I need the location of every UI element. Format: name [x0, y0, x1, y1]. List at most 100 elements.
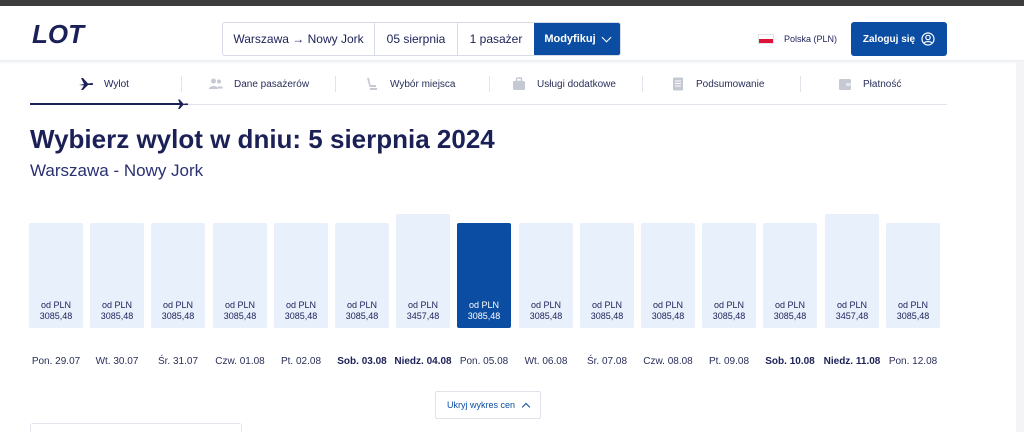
price-bar[interactable]: od PLN 3085,48: [886, 223, 940, 328]
price-bar[interactable]: od PLN 3085,48: [702, 223, 756, 328]
day-tick-label[interactable]: Sob. 03.08: [337, 356, 387, 367]
price-day-column: od PLN 3457,48 Niedz. 11.08: [824, 214, 880, 370]
price-day-column: od PLN 3085,48 Pon. 12.08: [886, 223, 940, 370]
step-divider: [800, 76, 801, 92]
price-bar[interactable]: od PLN 3085,48: [763, 223, 817, 328]
day-tick-label[interactable]: Pon. 12.08: [888, 356, 938, 367]
price-bar[interactable]: od PLN 3085,48: [29, 223, 83, 328]
day-tick-label[interactable]: Czw. 01.08: [215, 356, 265, 367]
step-label: Podsumowanie: [696, 78, 765, 90]
step-wybor-miejsca[interactable]: Wybór miejsca: [364, 72, 455, 96]
price-prefix-label: od PLN: [101, 300, 133, 310]
price-day-column: od PLN 3085,48 Sob. 10.08: [763, 223, 817, 370]
language-selector[interactable]: Polska (PLN): [758, 32, 837, 46]
seat-icon: [364, 76, 380, 92]
header-shadow: [0, 60, 1024, 64]
step-label: Płatność: [863, 78, 902, 90]
page-subtitle: Warszawa - Nowy Jork: [30, 161, 204, 180]
login-label: Zaloguj się: [862, 33, 916, 45]
price-prefix-label: od PLN: [40, 300, 72, 310]
price-day-column: od PLN 3085,48 Wt. 06.08: [519, 223, 573, 370]
passengers-icon: [208, 76, 224, 92]
price-prefix-label: od PLN: [774, 300, 806, 310]
route-summary[interactable]: Warszawa → Nowy Jork: [223, 23, 375, 55]
price-bar[interactable]: od PLN 3085,48: [90, 223, 144, 328]
login-button[interactable]: Zaloguj się: [851, 22, 947, 56]
hide-price-chart-label: Ukryj wykres cen: [446, 400, 515, 410]
price-prefix-label: od PLN: [346, 300, 378, 310]
price-prefix-label: od PLN: [162, 300, 194, 310]
price-value-label: 3085,48: [773, 311, 807, 321]
steps-progress-active: [30, 99, 189, 109]
date-summary[interactable]: 05 sierpnia: [375, 23, 458, 55]
chevron-up-icon: [521, 402, 531, 412]
flight-results-card: [30, 423, 242, 432]
site-header: LOT Warszawa → Nowy Jork 05 sierpnia 1 p…: [0, 6, 1024, 62]
hide-price-chart-button[interactable]: Ukryj wykres cen: [435, 391, 541, 419]
price-bar[interactable]: od PLN 3085,48: [457, 223, 511, 328]
day-tick-label[interactable]: Pt. 09.08: [708, 356, 750, 367]
price-bar[interactable]: od PLN 3085,48: [641, 223, 695, 328]
step-uslugi-dodatkowe[interactable]: Usługi dodatkowe: [511, 72, 616, 96]
price-day-column: od PLN 3085,48 Pt. 02.08: [274, 223, 328, 370]
poland-flag-icon: [758, 34, 774, 44]
price-bar[interactable]: od PLN 3457,48: [396, 214, 450, 328]
price-prefix-label: od PLN: [530, 300, 562, 310]
day-tick-label[interactable]: Wt. 06.08: [524, 356, 568, 367]
price-bar[interactable]: od PLN 3085,48: [519, 223, 573, 328]
price-prefix-label: od PLN: [897, 300, 929, 310]
price-prefix-label: od PLN: [468, 300, 500, 310]
step-dane-pasazerow[interactable]: Dane pasażerów: [208, 72, 309, 96]
price-prefix-label: od PLN: [407, 300, 439, 310]
day-tick-label[interactable]: Niedz. 11.08: [823, 356, 881, 367]
price-value-label: 3457,48: [406, 311, 440, 321]
wallet-icon: [837, 76, 853, 92]
step-label: Usługi dodatkowe: [537, 78, 616, 90]
step-divider: [335, 76, 336, 92]
step-divider: [181, 76, 182, 92]
price-value-label: 3085,48: [223, 311, 257, 321]
day-tick-label[interactable]: Śr. 31.07: [157, 356, 199, 367]
price-day-column: od PLN 3085,48 Pon. 05.08: [457, 223, 511, 370]
price-value-label: 3085,48: [161, 311, 195, 321]
chevron-down-icon: [601, 32, 612, 42]
price-bar[interactable]: od PLN 3085,48: [151, 223, 205, 328]
day-tick-label[interactable]: Czw. 08.08: [643, 356, 693, 367]
step-divider: [642, 76, 643, 92]
lot-logo[interactable]: LOT: [30, 19, 98, 49]
day-tick-label[interactable]: Pon. 05.08: [459, 356, 509, 367]
user-circle-icon: [921, 32, 935, 46]
scrollbar-track[interactable]: [1016, 62, 1024, 432]
day-tick-label[interactable]: Pon. 29.07: [31, 356, 81, 367]
page-title: Wybierz wylot w dniu: 5 sierpnia 2024: [30, 124, 495, 154]
day-tick-label[interactable]: Wt. 30.07: [95, 356, 139, 367]
price-day-column: od PLN 3085,48 Pon. 29.07: [29, 223, 83, 370]
price-day-column: od PLN 3085,48 Sob. 03.08: [335, 223, 389, 370]
modify-search-button[interactable]: Modyfikuj: [534, 23, 620, 55]
price-day-column: od PLN 3085,48 Czw. 01.08: [213, 223, 267, 370]
price-bar[interactable]: od PLN 3085,48: [580, 223, 634, 328]
price-value-label: 3085,48: [284, 311, 318, 321]
step-wylot[interactable]: Wylot: [78, 72, 129, 96]
step-platnosc[interactable]: Płatność: [837, 72, 901, 96]
price-bar[interactable]: od PLN 3085,48: [213, 223, 267, 328]
day-tick-label[interactable]: Pt. 02.08: [280, 356, 322, 367]
step-podsumowanie[interactable]: Podsumowanie: [670, 72, 764, 96]
price-calendar-chart: od PLN 3085,48 Pon. 29.07 od PLN 3085,48 Wt. …: [29, 214, 959, 370]
price-bar[interactable]: od PLN 3085,48: [274, 223, 328, 328]
price-value-label: 3085,48: [39, 311, 73, 321]
modify-search-label: Modyfikuj: [544, 33, 596, 45]
plane-icon: [78, 76, 94, 92]
day-tick-label[interactable]: Sob. 10.08: [765, 356, 815, 367]
price-value-label: 3085,48: [590, 311, 624, 321]
price-bar[interactable]: od PLN 3457,48: [825, 214, 879, 328]
browser-top-edge: [0, 0, 1024, 6]
price-value-label: 3085,48: [712, 311, 746, 321]
price-prefix-label: od PLN: [224, 300, 256, 310]
day-tick-label[interactable]: Niedz. 04.08: [394, 356, 452, 367]
search-summary: Warszawa → Nowy Jork 05 sierpnia 1 pasaż…: [222, 22, 621, 56]
price-prefix-label: od PLN: [836, 300, 868, 310]
passengers-summary[interactable]: 1 pasażer: [469, 32, 523, 46]
day-tick-label[interactable]: Śr. 07.08: [586, 356, 628, 367]
price-bar[interactable]: od PLN 3085,48: [335, 223, 389, 328]
